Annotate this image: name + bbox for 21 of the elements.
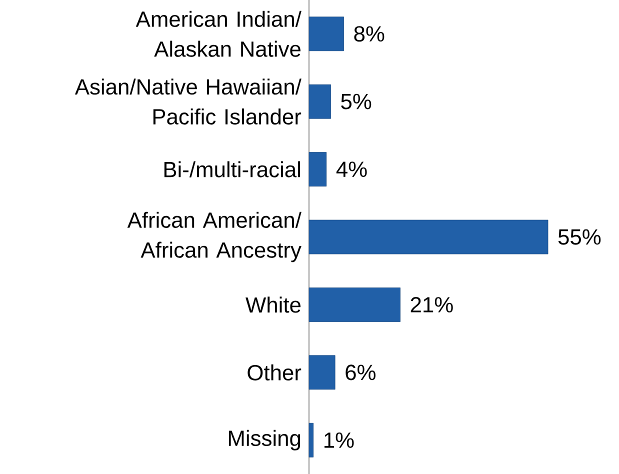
data-label: 1%: [324, 432, 354, 448]
y-tick-label: Asian/Native Hawaiian/ Pacific Islander: [74, 78, 302, 125]
data-label: 6%: [346, 364, 376, 380]
data-label: 4%: [336, 162, 367, 177]
bar: [308, 220, 548, 254]
data-label: 8%: [354, 26, 384, 42]
y-tick-label: White: [246, 296, 301, 313]
bar: [308, 422, 314, 458]
bar: [308, 16, 344, 52]
data-label: 5%: [341, 94, 372, 110]
bar: [308, 84, 331, 119]
data-label: 55%: [558, 229, 601, 245]
y-tick-label: Other: [248, 364, 302, 380]
bar: [308, 152, 327, 186]
y-tick-label: Missing: [228, 430, 300, 450]
y-tick-label: American Indian/ Alaskan Native: [136, 10, 302, 57]
data-label: 21%: [410, 296, 453, 312]
y-tick-label: Bi-/multi-racial: [164, 161, 300, 178]
bar: [308, 288, 400, 322]
bar: [308, 355, 336, 390]
y-tick-label: African American/ African Ancestry: [127, 212, 302, 262]
